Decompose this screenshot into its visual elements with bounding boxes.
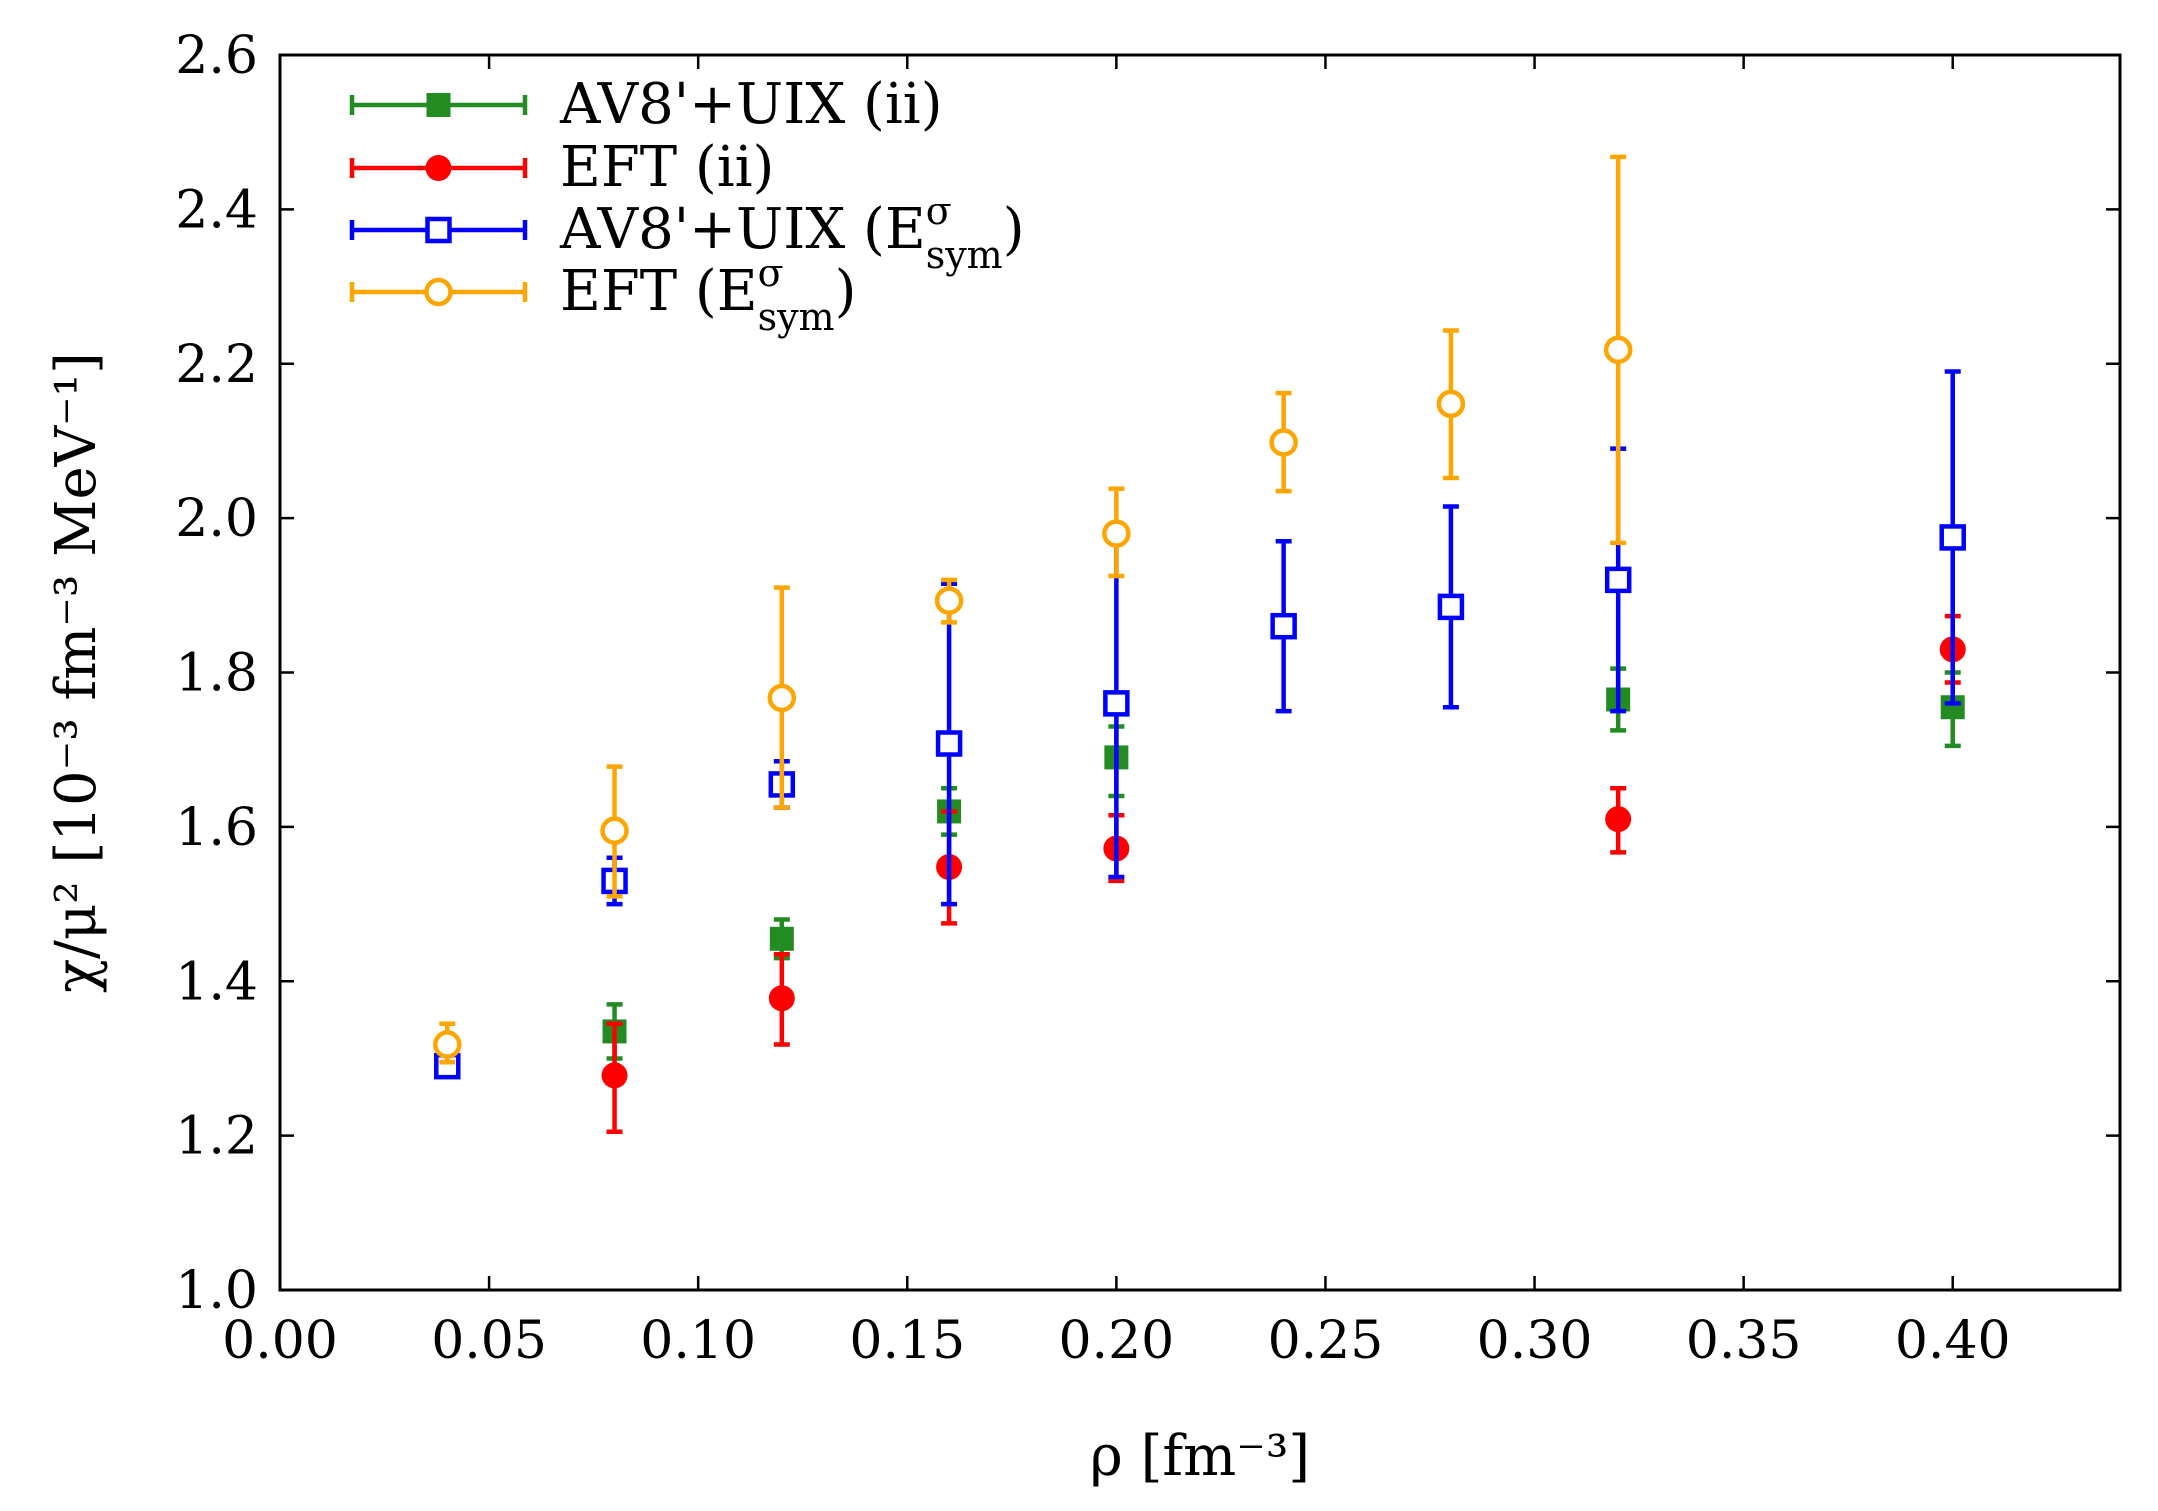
legend-item-0: AV8'+UIX (ii) bbox=[349, 72, 943, 137]
data-point bbox=[934, 586, 964, 615]
x-tick-label: 0.00 bbox=[222, 1311, 338, 1371]
data-point bbox=[767, 683, 797, 713]
y-tick-label: 2.4 bbox=[175, 180, 258, 240]
legend-label-main: AV8'+UIX (ii) bbox=[559, 72, 943, 137]
data-point bbox=[600, 816, 629, 845]
y-tick-label: 2.6 bbox=[175, 26, 258, 86]
data-point bbox=[601, 1062, 628, 1089]
legend-label-main: EFT (ii) bbox=[560, 135, 774, 200]
data-point bbox=[1436, 389, 1466, 419]
legend-marker bbox=[424, 277, 453, 307]
data-point bbox=[768, 985, 795, 1012]
x-tick-label: 0.35 bbox=[1686, 1311, 1802, 1371]
data-point bbox=[1605, 806, 1632, 833]
legend-label-main: AV8'+UIX (E bbox=[559, 197, 926, 262]
data-point bbox=[769, 926, 794, 951]
data-point bbox=[1603, 335, 1633, 365]
y-tick-label: 1.6 bbox=[175, 798, 258, 858]
x-tick-label: 0.15 bbox=[849, 1311, 965, 1371]
x-tick-label: 0.05 bbox=[431, 1311, 547, 1371]
legend: AV8'+UIX (ii)EFT (ii)AV8'+UIX (Eσ sym)EFT… bbox=[349, 72, 1025, 339]
legend-label-sup: σ bbox=[926, 189, 952, 233]
series-2 bbox=[434, 369, 1966, 1080]
data-point bbox=[1103, 690, 1130, 717]
data-point bbox=[433, 1030, 462, 1059]
y-tick-label: 1.8 bbox=[175, 644, 258, 704]
legend-label-sup: σ bbox=[758, 251, 784, 295]
y-tick-label: 1.4 bbox=[175, 952, 258, 1012]
legend-label: EFT (ii) bbox=[560, 135, 774, 200]
legend-label: EFT (Eσ sym) bbox=[560, 251, 856, 339]
legend-marker bbox=[425, 155, 452, 181]
x-tick-label: 0.40 bbox=[1895, 1311, 2011, 1371]
legend-label: AV8'+UIX (ii) bbox=[559, 72, 943, 137]
y-axis-label: χ/μ² [10⁻³ fm⁻³ MeV⁻¹] bbox=[44, 352, 109, 993]
data-point bbox=[1604, 566, 1632, 594]
x-axis-label: ρ [fm⁻³] bbox=[1090, 1424, 1310, 1489]
data-point bbox=[1437, 593, 1465, 621]
data-point bbox=[1939, 524, 1966, 551]
legend-item-1: EFT (ii) bbox=[349, 135, 774, 200]
legend-item-2: AV8'+UIX (Eσ sym) bbox=[349, 189, 1025, 277]
legend-item-3: EFT (Eσ sym) bbox=[349, 251, 856, 339]
legend-label-main: EFT (E bbox=[560, 259, 758, 324]
y-tick-label: 1.2 bbox=[175, 1107, 258, 1167]
legend-label-suffix: ) bbox=[1003, 197, 1025, 262]
series-layer bbox=[433, 154, 1966, 1135]
data-point bbox=[935, 730, 963, 757]
y-tick-label: 2.0 bbox=[175, 489, 258, 549]
legend-label-suffix: ) bbox=[835, 259, 857, 324]
y-tick-label: 2.2 bbox=[175, 335, 258, 395]
legend-marker bbox=[426, 93, 451, 117]
y-tick-label: 1.0 bbox=[175, 1261, 258, 1321]
x-tick-label: 0.30 bbox=[1477, 1311, 1593, 1371]
series-3 bbox=[433, 154, 1633, 1065]
x-tick-label: 0.25 bbox=[1268, 1311, 1384, 1371]
data-point bbox=[1102, 519, 1131, 548]
data-point bbox=[1269, 428, 1298, 457]
legend-label-sub: sym bbox=[758, 295, 835, 339]
legend-label: AV8'+UIX (Eσ sym) bbox=[559, 189, 1025, 277]
legend-label-sub: sym bbox=[926, 233, 1003, 277]
x-tick-label: 0.10 bbox=[640, 1311, 756, 1371]
x-tick-label: 0.20 bbox=[1058, 1311, 1174, 1371]
data-point bbox=[1270, 612, 1297, 640]
axes: 0.00 0.05 0.10 0.15 0.20 0.25 0.30 0.35 0.40 1.0 1… bbox=[44, 26, 2122, 1489]
legend-marker bbox=[425, 216, 452, 244]
